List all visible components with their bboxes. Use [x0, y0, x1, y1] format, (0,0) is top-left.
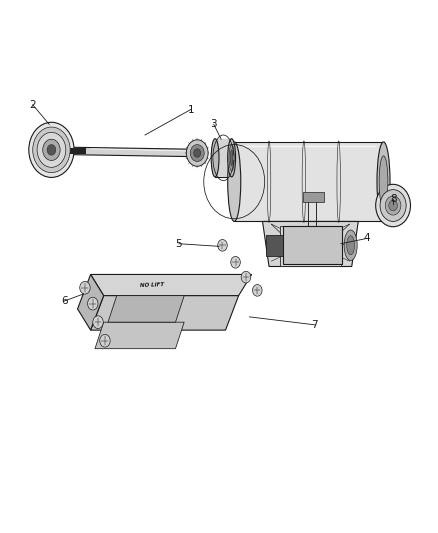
Text: 8: 8 — [390, 193, 396, 204]
Circle shape — [194, 149, 201, 157]
Circle shape — [43, 139, 60, 160]
Text: 3: 3 — [211, 119, 217, 130]
Polygon shape — [69, 147, 199, 157]
Circle shape — [29, 122, 74, 177]
Circle shape — [88, 297, 98, 310]
Text: 1: 1 — [187, 104, 194, 115]
Polygon shape — [69, 148, 86, 154]
Bar — [234, 142, 384, 221]
Polygon shape — [91, 296, 239, 330]
Ellipse shape — [379, 156, 388, 207]
Circle shape — [380, 190, 406, 221]
Polygon shape — [95, 322, 184, 349]
Circle shape — [33, 127, 70, 173]
Ellipse shape — [347, 236, 355, 255]
Text: 4: 4 — [364, 233, 370, 244]
Ellipse shape — [230, 150, 233, 166]
Text: NO LIFT: NO LIFT — [139, 282, 164, 288]
Bar — [303, 192, 324, 203]
Text: 7: 7 — [311, 320, 318, 330]
Text: 2: 2 — [29, 100, 36, 110]
Bar — [215, 139, 232, 177]
Bar — [283, 226, 342, 264]
Polygon shape — [262, 221, 358, 266]
Circle shape — [253, 285, 262, 296]
Polygon shape — [78, 274, 104, 330]
Circle shape — [241, 271, 251, 283]
Circle shape — [231, 256, 240, 268]
Bar — [266, 235, 283, 256]
Text: 6: 6 — [61, 296, 68, 306]
Ellipse shape — [211, 139, 219, 177]
Circle shape — [93, 316, 103, 328]
Ellipse shape — [344, 230, 357, 261]
Circle shape — [376, 184, 410, 227]
Ellipse shape — [229, 144, 234, 171]
Circle shape — [47, 144, 56, 155]
Ellipse shape — [228, 142, 241, 221]
Polygon shape — [91, 274, 252, 296]
Circle shape — [218, 239, 227, 251]
Text: 5: 5 — [176, 239, 182, 249]
Circle shape — [37, 132, 66, 167]
Ellipse shape — [228, 139, 236, 177]
Polygon shape — [108, 296, 184, 322]
Circle shape — [190, 144, 204, 161]
Circle shape — [385, 196, 401, 215]
Polygon shape — [280, 226, 341, 266]
Circle shape — [389, 200, 397, 211]
Circle shape — [80, 281, 90, 294]
Circle shape — [100, 334, 110, 347]
Ellipse shape — [377, 142, 390, 221]
Circle shape — [186, 140, 208, 166]
